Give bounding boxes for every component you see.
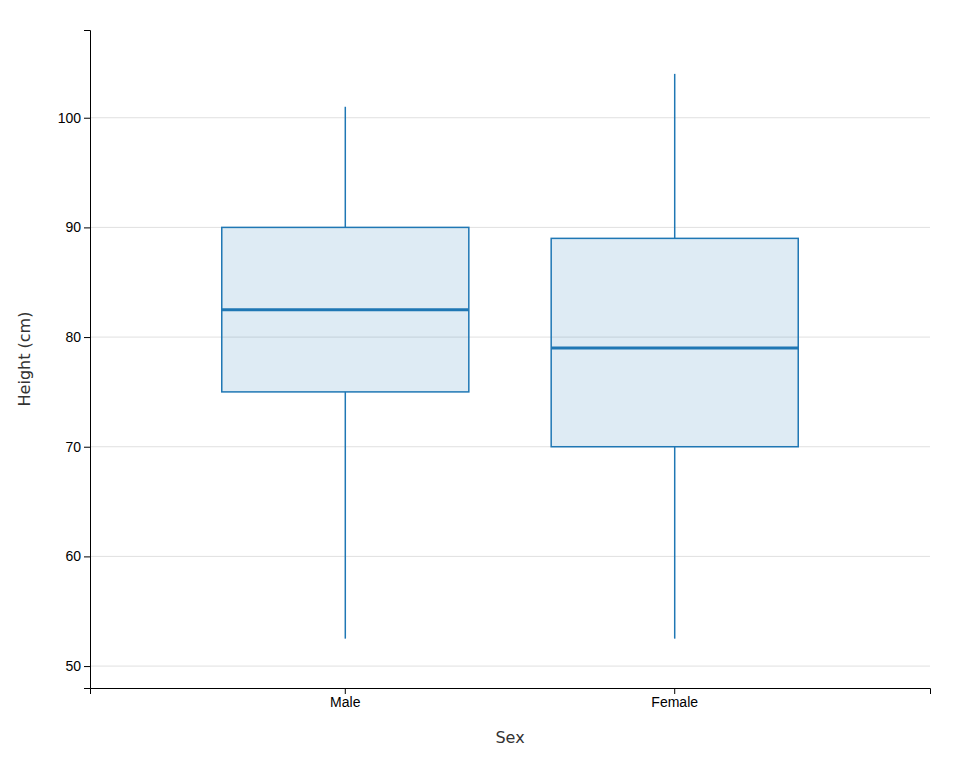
tick: 50 bbox=[65, 658, 90, 674]
whisker bbox=[674, 447, 676, 639]
tick: 100 bbox=[58, 110, 90, 126]
tick-mark bbox=[84, 666, 90, 667]
grid bbox=[90, 118, 930, 666]
box-group bbox=[551, 74, 798, 639]
tick: 70 bbox=[65, 439, 90, 455]
tick-label: 100 bbox=[58, 110, 82, 126]
tick: 60 bbox=[65, 548, 90, 564]
plot: 50 60 70 80 90 100 Male Female Sex Height (cm) bbox=[15, 31, 931, 748]
whisker bbox=[674, 74, 676, 239]
grid-line bbox=[90, 556, 930, 557]
tick: Female bbox=[651, 688, 698, 710]
marks bbox=[222, 74, 798, 639]
grid-line bbox=[90, 446, 930, 447]
x-axis-title: Sex bbox=[495, 728, 524, 747]
tick: 90 bbox=[65, 219, 90, 235]
grid-line bbox=[90, 666, 930, 667]
y-axis-title: Height (cm) bbox=[15, 312, 34, 407]
tick-mark bbox=[84, 556, 90, 557]
tick-mark bbox=[84, 118, 90, 119]
tick: Male bbox=[330, 688, 361, 710]
tick-label: Female bbox=[651, 694, 698, 710]
tick-label: 60 bbox=[65, 548, 81, 564]
axis-line bbox=[91, 689, 931, 695]
tick-label: 50 bbox=[65, 658, 81, 674]
tick-label: Male bbox=[330, 694, 361, 710]
whisker bbox=[345, 392, 347, 639]
tick-mark bbox=[84, 337, 90, 338]
tick-label: 90 bbox=[65, 219, 81, 235]
y-axis: 50 60 70 80 90 100 bbox=[58, 31, 91, 689]
tick-label: 70 bbox=[65, 439, 81, 455]
whisker bbox=[345, 107, 347, 228]
median bbox=[222, 308, 469, 311]
chart: 50 60 70 80 90 100 Male Female Sex Height (cm) bbox=[0, 0, 960, 768]
tick: 80 bbox=[65, 329, 90, 345]
grid-line bbox=[90, 227, 930, 228]
tick-mark bbox=[84, 227, 90, 228]
median bbox=[551, 347, 798, 350]
tick-label: 80 bbox=[65, 329, 81, 345]
axis-line bbox=[84, 31, 91, 689]
grid-line bbox=[90, 337, 930, 338]
box-group bbox=[222, 107, 469, 639]
box bbox=[222, 227, 469, 392]
x-axis: Male Female bbox=[91, 688, 931, 710]
box bbox=[551, 238, 798, 446]
grid-line bbox=[90, 117, 930, 118]
tick-mark bbox=[84, 447, 90, 448]
